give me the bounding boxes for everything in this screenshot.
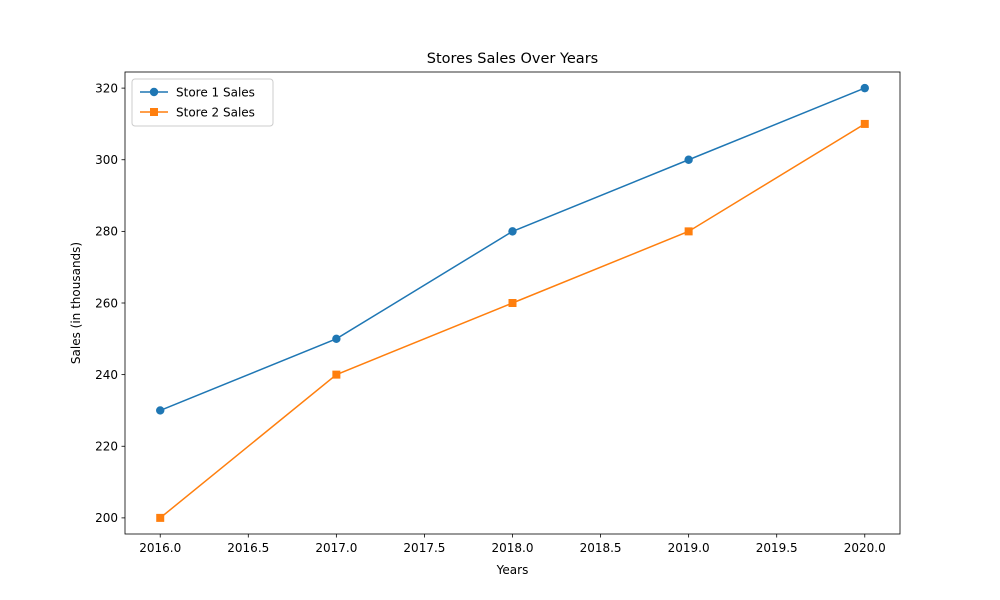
x-tick-label: 2018.0 [492, 541, 534, 555]
y-tick-label: 240 [95, 368, 118, 382]
series-2-point [332, 370, 341, 379]
series-2-point [860, 119, 869, 128]
series-2-point [156, 513, 165, 522]
x-tick-label: 2017.0 [315, 541, 357, 555]
legend: Store 1 Sales Store 2 Sales [131, 78, 274, 127]
series-1-point [156, 406, 165, 415]
y-axis-label: Sales (in thousands) [69, 242, 83, 364]
legend-label-2: Store 2 Sales [176, 105, 255, 119]
y-tick-label: 320 [95, 81, 118, 95]
legend-marker-2 [150, 108, 158, 116]
series-1-point [684, 155, 693, 164]
legend-marker-1 [149, 87, 159, 97]
legend-box [131, 78, 274, 127]
y-tick-label: 200 [95, 511, 118, 525]
series-2-point [684, 227, 693, 236]
x-tick-label: 2019.0 [668, 541, 710, 555]
plot-area: 2016.0 2016.5 2017.0 2017.5 2018.0 2018.5 2019… [95, 71, 901, 555]
x-tick-label: 2019.5 [756, 541, 798, 555]
series-2-point [508, 299, 517, 307]
y-tick-label: 280 [95, 225, 118, 239]
series-1-point [860, 83, 869, 93]
x-tick-label: 2017.5 [403, 541, 445, 555]
legend-label-1: Store 1 Sales [176, 85, 255, 99]
y-tick-label: 220 [95, 440, 118, 454]
x-tick-label: 2018.5 [580, 541, 622, 555]
x-axis-label: Years [496, 563, 529, 577]
x-tick-label: 2016.0 [139, 541, 181, 555]
x-tick-label: 2016.5 [227, 541, 269, 555]
x-tick-label: 2020.0 [844, 541, 886, 555]
y-tick-label: 260 [95, 296, 118, 310]
y-tick-label: 300 [95, 153, 118, 167]
series-1-point [508, 227, 517, 236]
chart-title: Stores Sales Over Years [427, 51, 598, 67]
series-1-point [332, 334, 341, 344]
